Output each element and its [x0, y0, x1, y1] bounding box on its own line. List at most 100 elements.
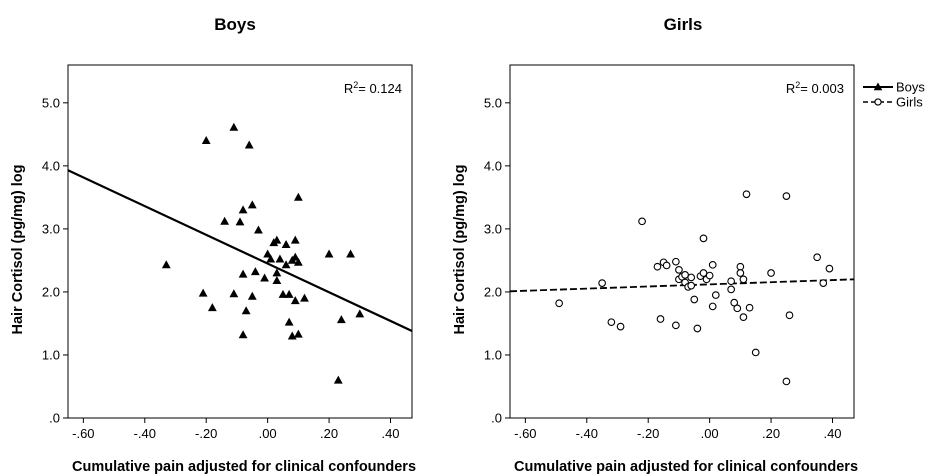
- boys-data-point: [244, 140, 254, 149]
- girls-data-point: [607, 318, 616, 327]
- girls-y-tick-label: 4.0: [484, 158, 502, 173]
- girls-x-tick-label: -.40: [576, 426, 598, 441]
- girls-data-point: [687, 281, 696, 290]
- boys-data-point: [290, 296, 300, 305]
- boys-r2-annotation: R2= 0.124: [344, 80, 402, 96]
- girls-data-point: [813, 253, 821, 262]
- girls-data-point: [785, 311, 794, 320]
- girls-y-tick-label: .0: [491, 411, 502, 426]
- legend-circle-icon: [874, 98, 882, 106]
- girls-data-point: [672, 321, 680, 330]
- boys-x-tick-label: .20: [320, 426, 338, 441]
- boys-data-point: [284, 317, 294, 326]
- boys-data-point: [275, 254, 285, 263]
- legend-girls-label: Girls: [896, 95, 923, 110]
- boys-data-point: [263, 249, 273, 258]
- boys-data-point: [290, 235, 300, 244]
- boys-data-point: [235, 217, 245, 226]
- girls-chart-title: Girls: [664, 15, 703, 34]
- boys-data-point: [278, 289, 288, 298]
- boys-data-point: [355, 309, 365, 318]
- boys-y-tick-label: 4.0: [42, 158, 60, 173]
- girls-data-point: [736, 262, 745, 271]
- girls-data-point: [727, 277, 735, 286]
- girls-x-tick-label: .20: [762, 426, 780, 441]
- boys-data-point: [241, 306, 251, 315]
- legend-triangle-icon: [873, 82, 883, 91]
- boys-data-point: [293, 257, 303, 266]
- boys-chart-title: Boys: [214, 15, 256, 34]
- girls-y-tick-label: 3.0: [484, 221, 502, 236]
- girls-data-point: [745, 303, 754, 312]
- boys-data-point: [272, 275, 282, 284]
- girls-data-point: [736, 269, 745, 277]
- boys-data-point: [247, 291, 257, 300]
- boys-data-point: [201, 136, 211, 145]
- boys-data-point: [198, 288, 208, 297]
- girls-data-point: [699, 234, 708, 243]
- boys-data-point: [324, 249, 334, 258]
- girls-data-point: [687, 273, 696, 282]
- girls-data-point: [675, 266, 683, 274]
- boys-data-point: [238, 269, 248, 278]
- boys-plot-frame: [67, 64, 413, 419]
- girls-y-tick-label: 5.0: [484, 95, 502, 110]
- boys-x-tick-label: -.40: [134, 426, 156, 441]
- girls-data-point: [555, 299, 563, 308]
- girls-data-point: [782, 377, 791, 386]
- boys-data-point: [272, 235, 282, 244]
- boys-data-point: [300, 293, 309, 302]
- boys-data-point: [220, 216, 230, 225]
- boys-data-point: [238, 330, 248, 339]
- boys-data-point: [284, 289, 294, 298]
- boys-x-axis-label: Cumulative pain adjusted for clinical co…: [72, 459, 416, 475]
- boys-data-point: [161, 260, 171, 269]
- girls-data-point: [705, 271, 714, 280]
- girls-plot-frame: [509, 64, 855, 419]
- girls-y-axis-label: Hair Cortisol (pg/mg) log: [452, 165, 468, 335]
- boys-data-point: [260, 273, 269, 282]
- boys-data-point: [250, 267, 260, 276]
- girls-data-point: [751, 348, 760, 357]
- girls-data-point: [739, 313, 748, 321]
- boys-data-point: [254, 225, 263, 234]
- girls-data-point: [711, 291, 720, 299]
- boys-data-point: [207, 303, 217, 312]
- boys-data-point: [272, 268, 282, 277]
- girls-x-axis-label: Cumulative pain adjusted for clinical co…: [514, 459, 858, 475]
- boys-x-tick-label: .40: [381, 426, 399, 441]
- girls-data-point: [782, 192, 791, 200]
- boys-y-tick-label: 3.0: [42, 221, 60, 236]
- girls-data-point: [825, 264, 834, 273]
- boys-x-tick-label: -.20: [195, 426, 217, 441]
- girls-x-tick-label: .40: [823, 426, 841, 441]
- girls-data-point: [616, 322, 625, 331]
- girls-data-point: [598, 279, 606, 287]
- boys-data-point: [266, 254, 276, 263]
- boys-data-point: [290, 252, 300, 261]
- girls-data-point: [730, 298, 739, 307]
- boys-data-point: [346, 249, 355, 258]
- girls-x-tick-label: .00: [701, 426, 719, 441]
- boys-data-point: [336, 315, 346, 324]
- girls-data-point: [656, 315, 665, 323]
- girls-data-point: [819, 279, 828, 287]
- boys-x-tick-label: -.60: [72, 426, 94, 441]
- girls-y-tick-label: 2.0: [484, 284, 502, 299]
- girls-data-point: [672, 257, 680, 266]
- boys-data-point: [281, 240, 291, 249]
- boys-y-tick-label: 1.0: [42, 347, 60, 362]
- girls-data-point: [638, 217, 646, 226]
- girls-data-point: [653, 262, 662, 271]
- boys-data-point: [293, 192, 303, 201]
- boys-data-point: [247, 200, 257, 209]
- girls-data-point: [708, 302, 717, 311]
- boys-data-point: [281, 260, 291, 269]
- boys-fit-line: [67, 169, 413, 333]
- boys-y-tick-label: .0: [49, 411, 60, 426]
- boys-y-axis-label: Hair Cortisol (pg/mg) log: [10, 165, 26, 335]
- boys-data-point: [293, 329, 303, 338]
- girls-data-point: [708, 260, 717, 269]
- legend-boys-label: Boys: [896, 80, 925, 95]
